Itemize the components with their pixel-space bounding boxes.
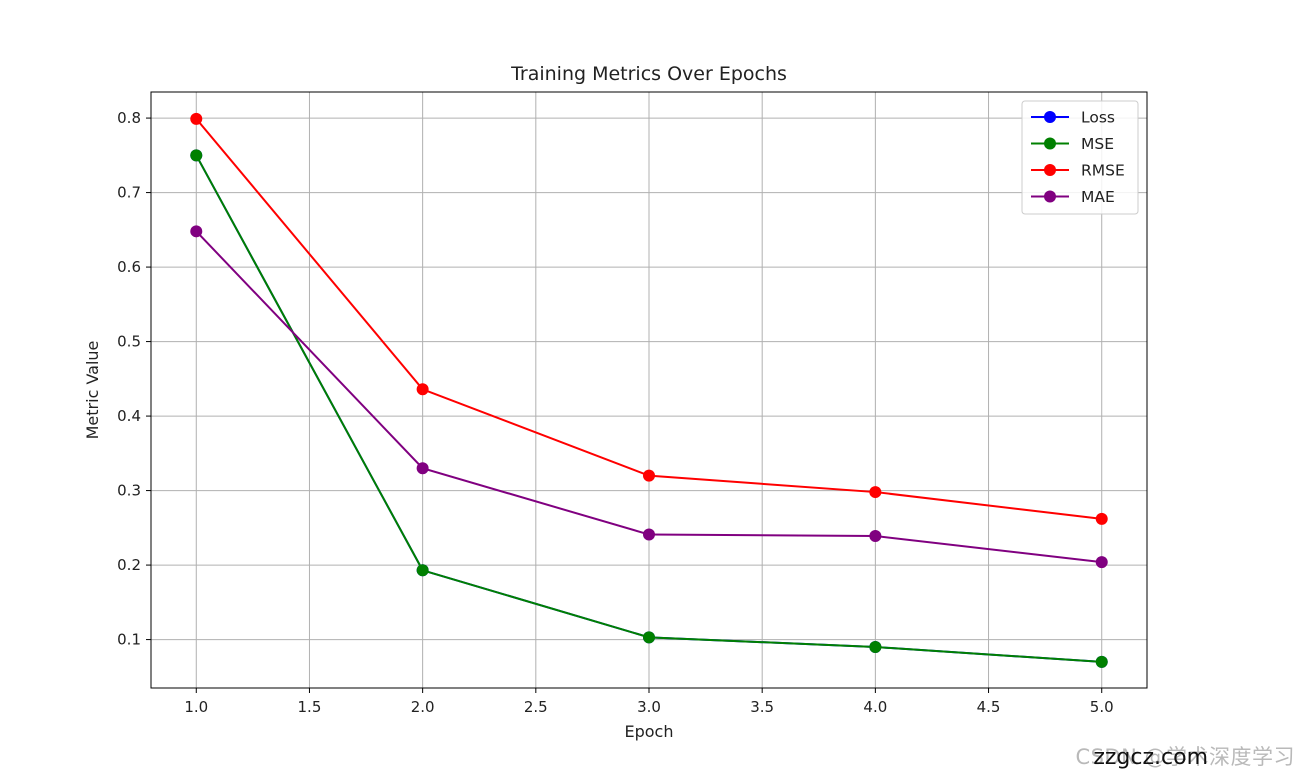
- chart-title: Training Metrics Over Epochs: [510, 63, 787, 85]
- legend-label: RMSE: [1081, 162, 1125, 180]
- legend: Loss MSE RMSE MAE: [1021, 100, 1139, 215]
- x-tick-label: 4.5: [977, 698, 1001, 716]
- x-axis-label: Epoch: [625, 722, 674, 741]
- watermark-text: CSDN @学术深度学习: [1075, 745, 1295, 769]
- legend-marker: [1044, 190, 1056, 203]
- y-tick-label: 0.4: [117, 407, 141, 425]
- x-tick-label: 3.5: [750, 698, 774, 716]
- data-point: [190, 112, 203, 125]
- series-mae: [190, 225, 1108, 569]
- x-tick-label: 1.0: [184, 698, 208, 716]
- legend-item: Loss: [1031, 109, 1115, 127]
- grid-lines: [151, 92, 1147, 688]
- data-point: [643, 528, 655, 541]
- series-group: [190, 112, 1108, 668]
- data-point: [1095, 512, 1108, 525]
- x-tick-label: 4.0: [863, 698, 887, 716]
- legend-marker: [1044, 111, 1056, 123]
- watermark-overlay-text: zzgcz.com: [1093, 745, 1208, 770]
- legend-label: MAE: [1081, 188, 1115, 206]
- legend-marker: [1044, 137, 1056, 150]
- legend-box: [1021, 100, 1139, 215]
- data-point: [643, 469, 655, 482]
- series-mse: [190, 149, 1108, 668]
- legend-item: MSE: [1031, 135, 1114, 153]
- data-point: [869, 641, 882, 654]
- data-point: [416, 462, 429, 475]
- y-tick-label: 0.8: [117, 109, 141, 127]
- legend-item: MAE: [1031, 188, 1115, 206]
- data-point: [869, 530, 882, 543]
- data-point: [190, 225, 203, 238]
- legend-item: RMSE: [1031, 162, 1125, 180]
- x-tick-label: 1.5: [298, 698, 322, 716]
- legend-marker: [1044, 164, 1056, 176]
- y-tick-label: 0.1: [117, 631, 141, 649]
- x-tick-label: 2.0: [411, 698, 435, 716]
- series-rmse: [190, 112, 1108, 525]
- x-tick-label: 5.0: [1090, 698, 1114, 716]
- y-tick-label: 0.3: [117, 482, 141, 500]
- data-point: [643, 631, 655, 644]
- y-axis-label: Metric Value: [83, 341, 102, 440]
- y-axis: 0.1 0.2 0.3 0.4 0.5 0.6 0.7 0.8: [117, 109, 151, 649]
- x-axis: 1.0 1.5 2.0 2.5 3.0 3.5 4.0 4.5 5.0: [184, 688, 1114, 716]
- y-tick-label: 0.2: [117, 556, 141, 574]
- legend-label: MSE: [1081, 135, 1114, 153]
- data-point: [869, 486, 882, 499]
- data-point: [1095, 655, 1108, 668]
- data-point: [1095, 556, 1108, 569]
- data-point: [416, 383, 429, 396]
- y-tick-label: 0.6: [117, 258, 141, 276]
- y-tick-label: 0.5: [117, 333, 141, 351]
- data-point: [190, 149, 203, 162]
- x-tick-label: 2.5: [524, 698, 548, 716]
- legend-label: Loss: [1081, 109, 1115, 127]
- x-tick-label: 3.0: [637, 698, 661, 716]
- y-tick-label: 0.7: [117, 184, 141, 202]
- data-point: [416, 564, 429, 577]
